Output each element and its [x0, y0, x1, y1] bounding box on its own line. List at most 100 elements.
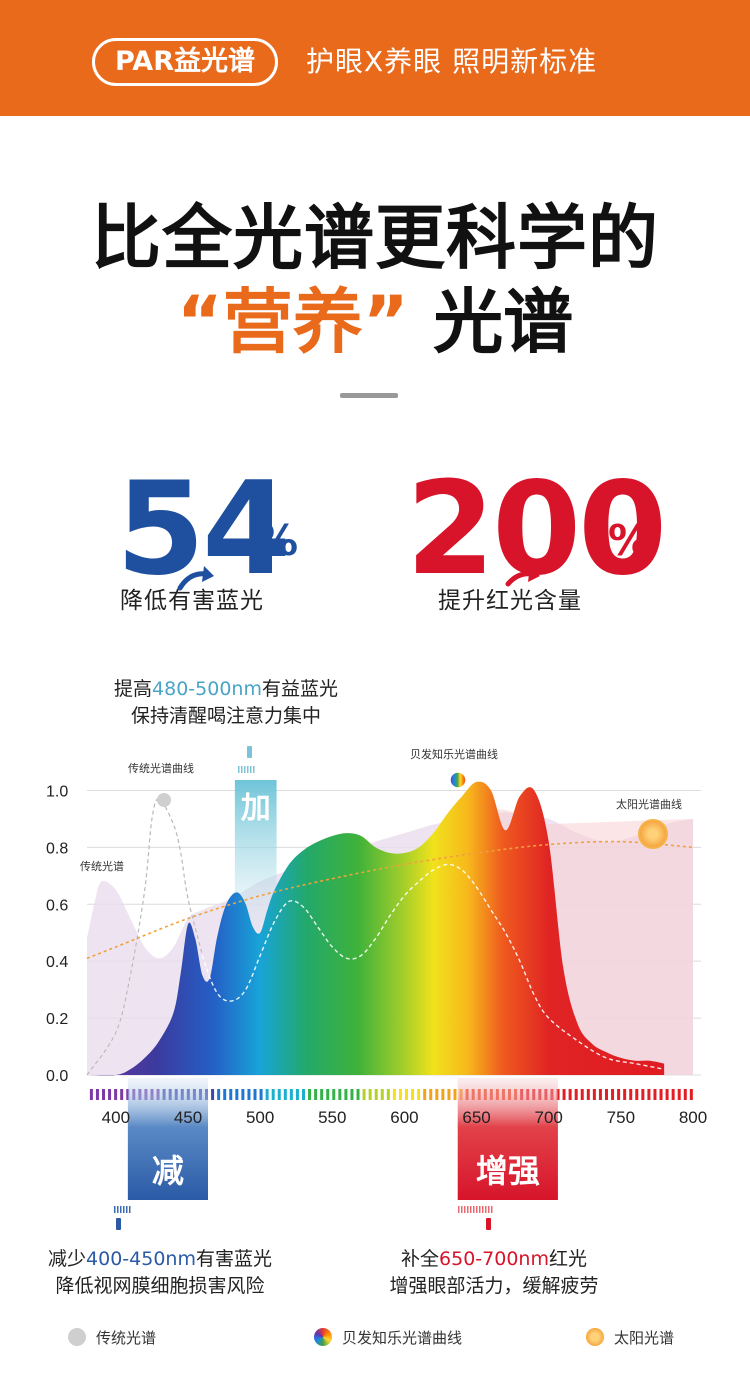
spectrum-strip-cell	[386, 1089, 390, 1100]
sun-marker-icon	[638, 819, 668, 849]
spectrum-strip-cell	[350, 1089, 354, 1100]
y-tick-label: 1.0	[46, 783, 68, 800]
note-top: 提高480-500nm有益蓝光 保持清醒喝注意力集中	[96, 676, 356, 730]
spectrum-strip-cell	[629, 1089, 633, 1100]
spectrum-strip-cell	[344, 1089, 348, 1100]
add-band-tick	[247, 766, 249, 773]
spectrum-strip-cell	[568, 1089, 572, 1100]
legend-brand-label: 贝发知乐光谱曲线	[342, 1328, 463, 1347]
enhance-band-tick	[458, 1206, 460, 1213]
legend-sun-label: 太阳光谱	[614, 1328, 675, 1347]
enhance-band-marker	[486, 1218, 491, 1230]
spectrum-strip-cell	[89, 1089, 93, 1100]
y-tick-label: 0.0	[46, 1068, 68, 1085]
stat-blue-unit: %	[256, 516, 299, 565]
enhance-band	[457, 1078, 558, 1200]
spectrum-strip-cell	[229, 1089, 233, 1100]
legend-traditional-label: 传统光谱	[96, 1328, 157, 1347]
traditional-peak-marker	[157, 793, 171, 807]
rainbow-dot-icon	[314, 1328, 332, 1346]
enhance-band-tick	[470, 1206, 472, 1213]
x-tick-label: 500	[246, 1108, 274, 1127]
spectrum-strip-cell	[362, 1089, 366, 1100]
sun-curve-dotted	[86, 840, 694, 960]
enhance-band-tick	[464, 1206, 466, 1213]
x-tick-label: 400	[102, 1108, 130, 1127]
spectrum-strip-cell	[653, 1089, 657, 1100]
reduce-band-tick	[126, 1206, 128, 1213]
sun-curve-label: 太阳光谱曲线	[616, 797, 682, 811]
enhance-band-tick	[482, 1206, 484, 1213]
spectrum-strip-cell	[429, 1089, 433, 1100]
spectrum-strip-cell	[295, 1089, 299, 1100]
x-tick-label: 650	[462, 1108, 490, 1127]
y-tick-label: 0.8	[46, 840, 68, 857]
x-tick-label: 750	[607, 1108, 635, 1127]
x-tick-label: 550	[318, 1108, 346, 1127]
enhance-band-tick	[485, 1206, 487, 1213]
legend-sun: 太阳光谱	[586, 1324, 674, 1350]
spectrum-strip-cell	[398, 1089, 402, 1100]
spectrum-strip-cell	[411, 1089, 415, 1100]
spectrum-strip-cell	[102, 1089, 106, 1100]
spectrum-strip-cell	[314, 1089, 318, 1100]
spectrum-strip-cell	[453, 1089, 457, 1100]
spectrum-strip-cell	[301, 1089, 305, 1100]
enhance-band-tick	[461, 1206, 463, 1213]
spectrum-strip-cell	[108, 1089, 112, 1100]
headline-highlight: “营养”	[176, 281, 409, 363]
spectrum-strip-cell	[635, 1089, 639, 1100]
spectrum-strip-cell	[326, 1089, 330, 1100]
spectrum-strip-cell	[223, 1089, 227, 1100]
spectrum-strip-cell	[647, 1089, 651, 1100]
add-band-tick	[244, 766, 246, 773]
traditional-curve-dashed	[86, 798, 665, 1076]
spectrum-strip-cell	[677, 1089, 681, 1100]
spectrum-strip-cell	[604, 1089, 608, 1100]
headline-rest: 光谱	[433, 281, 574, 363]
spectrum-strip-cell	[617, 1089, 621, 1100]
grey-dot-icon	[68, 1328, 86, 1346]
headline-line1: 比全光谱更科学的	[91, 197, 659, 279]
note-right-line2: 增强眼部活力，缓解疲劳	[389, 1275, 599, 1297]
enhance-band-label: 增强	[476, 1152, 540, 1190]
legend-brand: 贝发知乐光谱曲线	[314, 1324, 462, 1350]
y-tick-label: 0.6	[46, 897, 68, 914]
enhance-band-tick	[488, 1206, 490, 1213]
spectrum-strip-cell	[671, 1089, 675, 1100]
spectrum-strip-cell	[356, 1089, 360, 1100]
spectrum-strip-cell	[562, 1089, 566, 1100]
enhance-band-tick	[473, 1206, 475, 1213]
spectrum-strip-cell	[665, 1089, 669, 1100]
reduce-band-tick	[129, 1206, 131, 1213]
traditional-curve-dashed-left	[86, 798, 204, 1076]
spectrum-strip-cell	[271, 1089, 275, 1100]
reduce-band-tick	[120, 1206, 122, 1213]
spectrum-strip-cell	[126, 1089, 130, 1100]
note-left: 减少400-450nm有害蓝光 降低视网膜细胞损害风险	[30, 1246, 290, 1300]
reduce-band-tick	[114, 1206, 116, 1213]
spectrum-strip-cell	[623, 1089, 627, 1100]
spectrum-strip-cell	[556, 1089, 560, 1100]
enhance-band-tick	[476, 1206, 478, 1213]
top-banner: PAR益光谱 护眼X养眼 照明新标准	[0, 0, 750, 116]
reduce-band-label: 减	[152, 1152, 184, 1190]
y-tick-label: 0.2	[46, 1011, 68, 1028]
spectrum-strip-cell	[289, 1089, 293, 1100]
brand-spectrum-area	[87, 781, 665, 1076]
x-tick-label: 600	[390, 1108, 418, 1127]
note-left-line2: 降低视网膜细胞损害风险	[55, 1275, 265, 1297]
spectrum-strip-cell	[683, 1089, 687, 1100]
brand-pill: PAR益光谱	[92, 38, 278, 86]
note-top-line1: 提高480-500nm有益蓝光	[114, 678, 338, 700]
spectrum-strip-cell	[598, 1089, 602, 1100]
note-top-line2: 保持清醒喝注意力集中	[130, 705, 321, 727]
spectrum-strip-cell	[374, 1089, 378, 1100]
add-band-label: 加	[241, 791, 271, 826]
spectrum-strip-cell	[368, 1089, 372, 1100]
spectrum-strip-cell	[120, 1089, 124, 1100]
spectrum-strip-cell	[405, 1089, 409, 1100]
add-band-tick	[250, 766, 252, 773]
spectrum-strip-cell	[592, 1089, 596, 1100]
spectrum-strip-cell	[586, 1089, 590, 1100]
